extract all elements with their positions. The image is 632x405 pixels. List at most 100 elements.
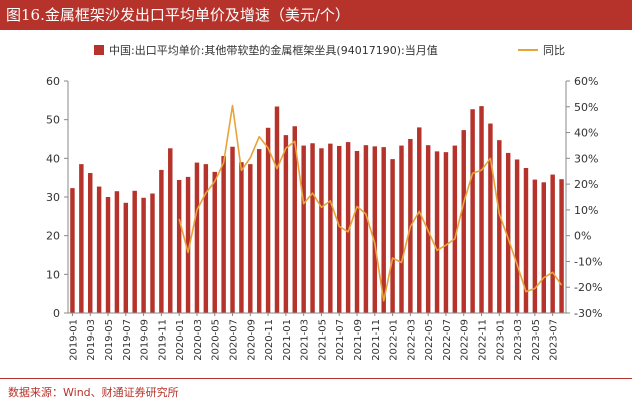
bar-2019-08 xyxy=(132,190,137,313)
bar-2023-03 xyxy=(514,159,520,313)
bar-2019-12 xyxy=(168,148,173,313)
bar-2022-07 xyxy=(443,152,449,313)
bar-2019-04 xyxy=(96,186,102,313)
bar-2022-01 xyxy=(390,159,395,313)
x-tick-label: 2019-05 xyxy=(104,319,115,361)
bar-2020-12 xyxy=(274,106,280,314)
x-tick-label: 2022-05 xyxy=(424,319,435,361)
axes: 0 10 20 30 40 50 60 -30% -20% -10% 0% 10% 20% 30% 40% 5… xyxy=(46,75,602,361)
bar-2021-07 xyxy=(337,145,342,313)
y-right-tick-label: 10% xyxy=(574,204,598,217)
bar-2020-07 xyxy=(230,146,235,313)
bar-2020-10 xyxy=(256,149,262,313)
y-left-tick-label: 10 xyxy=(46,268,60,281)
legend-line-label: 同比 xyxy=(543,44,565,57)
y-left-tick-label: 40 xyxy=(46,152,60,165)
bar-series xyxy=(70,106,564,314)
bar-2023-01 xyxy=(497,140,502,313)
x-tick-label: 2020-01 xyxy=(175,319,186,361)
bar-2021-08 xyxy=(345,142,351,313)
bar-2023-02 xyxy=(505,152,511,313)
bar-2022-04 xyxy=(417,127,422,314)
y-right-tick-label: 50% xyxy=(574,101,598,114)
y-right-tick-label: -20% xyxy=(574,281,602,294)
bar-2022-11 xyxy=(479,106,484,313)
bar-2021-05 xyxy=(319,148,324,313)
chart: 中国:出口平均单价:其他带软垫的金属框架坐具(94017190):当月值 同比 … xyxy=(46,43,602,361)
x-tick-label: 2021-07 xyxy=(335,319,346,361)
legend: 中国:出口平均单价:其他带软垫的金属框架坐具(94017190):当月值 同比 xyxy=(94,43,565,57)
y-right-tick-label: 0% xyxy=(574,230,591,243)
bar-2021-03 xyxy=(301,145,306,313)
legend-bar-swatch xyxy=(94,45,104,55)
x-tick-label: 2021-11 xyxy=(371,319,382,361)
bar-2019-01 xyxy=(70,188,75,313)
bar-2020-03 xyxy=(194,162,200,313)
x-tick-label: 2020-05 xyxy=(211,319,222,361)
bar-2021-10 xyxy=(363,145,369,313)
bar-2019-07 xyxy=(123,202,129,313)
bar-2022-08 xyxy=(452,145,458,313)
line-series xyxy=(178,104,563,302)
bar-2020-01 xyxy=(176,179,182,313)
bar-2020-09 xyxy=(248,164,253,313)
y-right-tick-label: 60% xyxy=(574,75,598,88)
bar-2021-11 xyxy=(372,146,378,313)
y-left-tick-label: 60 xyxy=(46,75,60,88)
bar-2023-06 xyxy=(541,182,546,313)
bar-2020-04 xyxy=(203,164,209,313)
bar-2019-10 xyxy=(150,193,155,313)
bar-2022-02 xyxy=(399,145,404,313)
y-right-tick-label: -30% xyxy=(574,307,602,320)
x-tick-label: 2021-01 xyxy=(282,319,293,361)
bar-2019-11 xyxy=(159,169,164,313)
y-left-tick-label: 50 xyxy=(46,114,60,127)
x-tick-label: 2022-09 xyxy=(460,319,471,361)
legend-bar-label: 中国:出口平均单价:其他带软垫的金属框架坐具(94017190):当月值 xyxy=(109,43,438,57)
x-tick-label: 2023-03 xyxy=(513,319,524,361)
bar-2019-09 xyxy=(141,197,146,313)
y-left-tick-label: 30 xyxy=(46,191,60,204)
bar-2021-09 xyxy=(354,150,360,313)
bar-2022-09 xyxy=(461,130,466,313)
chart-title: 图16.金属框架沙发出口平均单价及增速（美元/个） xyxy=(6,6,350,24)
x-tick-label: 2019-11 xyxy=(157,319,168,361)
footer-rule xyxy=(0,378,632,379)
x-tick-label: 2022-03 xyxy=(406,319,417,361)
bar-2020-08 xyxy=(239,162,244,313)
bar-2020-05 xyxy=(212,171,217,313)
source-note: 数据来源：Wind、财通证券研究所 xyxy=(8,386,179,399)
x-tick-label: 2023-01 xyxy=(495,319,506,361)
x-tick-label: 2020-07 xyxy=(229,319,240,361)
x-tick-label: 2021-05 xyxy=(317,319,328,361)
x-tick-label: 2020-03 xyxy=(193,319,204,361)
bar-2022-10 xyxy=(470,109,475,313)
bar-2019-02 xyxy=(79,164,84,313)
bar-2021-12 xyxy=(381,147,386,313)
bar-2020-11 xyxy=(265,127,271,313)
bar-2020-06 xyxy=(221,156,226,313)
y-left-tick-label: 0 xyxy=(53,307,60,320)
x-tick-label: 2019-09 xyxy=(140,319,151,361)
x-tick-label: 2020-09 xyxy=(246,319,257,361)
bar-2021-04 xyxy=(310,143,315,313)
bar-2021-02 xyxy=(292,126,297,314)
x-tick-label: 2022-11 xyxy=(478,319,489,361)
title-bar: 图16.金属框架沙发出口平均单价及增速（美元/个） xyxy=(0,0,632,30)
bar-2022-06 xyxy=(434,151,440,313)
bar-2021-06 xyxy=(328,143,333,313)
bar-2022-12 xyxy=(488,123,493,313)
bar-2019-03 xyxy=(88,173,93,313)
x-tick-label: 2023-05 xyxy=(531,319,542,361)
bar-2020-02 xyxy=(185,176,191,313)
x-tick-label: 2019-01 xyxy=(68,319,79,361)
yoy-line xyxy=(178,104,563,302)
y-right-tick-label: -10% xyxy=(574,255,602,268)
x-tick-label: 2019-03 xyxy=(86,319,97,361)
x-tick-label: 2022-01 xyxy=(389,319,400,361)
bar-2023-05 xyxy=(532,179,538,313)
x-tick-label: 2021-03 xyxy=(300,319,311,361)
y-left-tick-label: 20 xyxy=(46,230,60,243)
y-right-tick-label: 40% xyxy=(574,127,598,140)
bar-2023-07 xyxy=(550,174,555,313)
